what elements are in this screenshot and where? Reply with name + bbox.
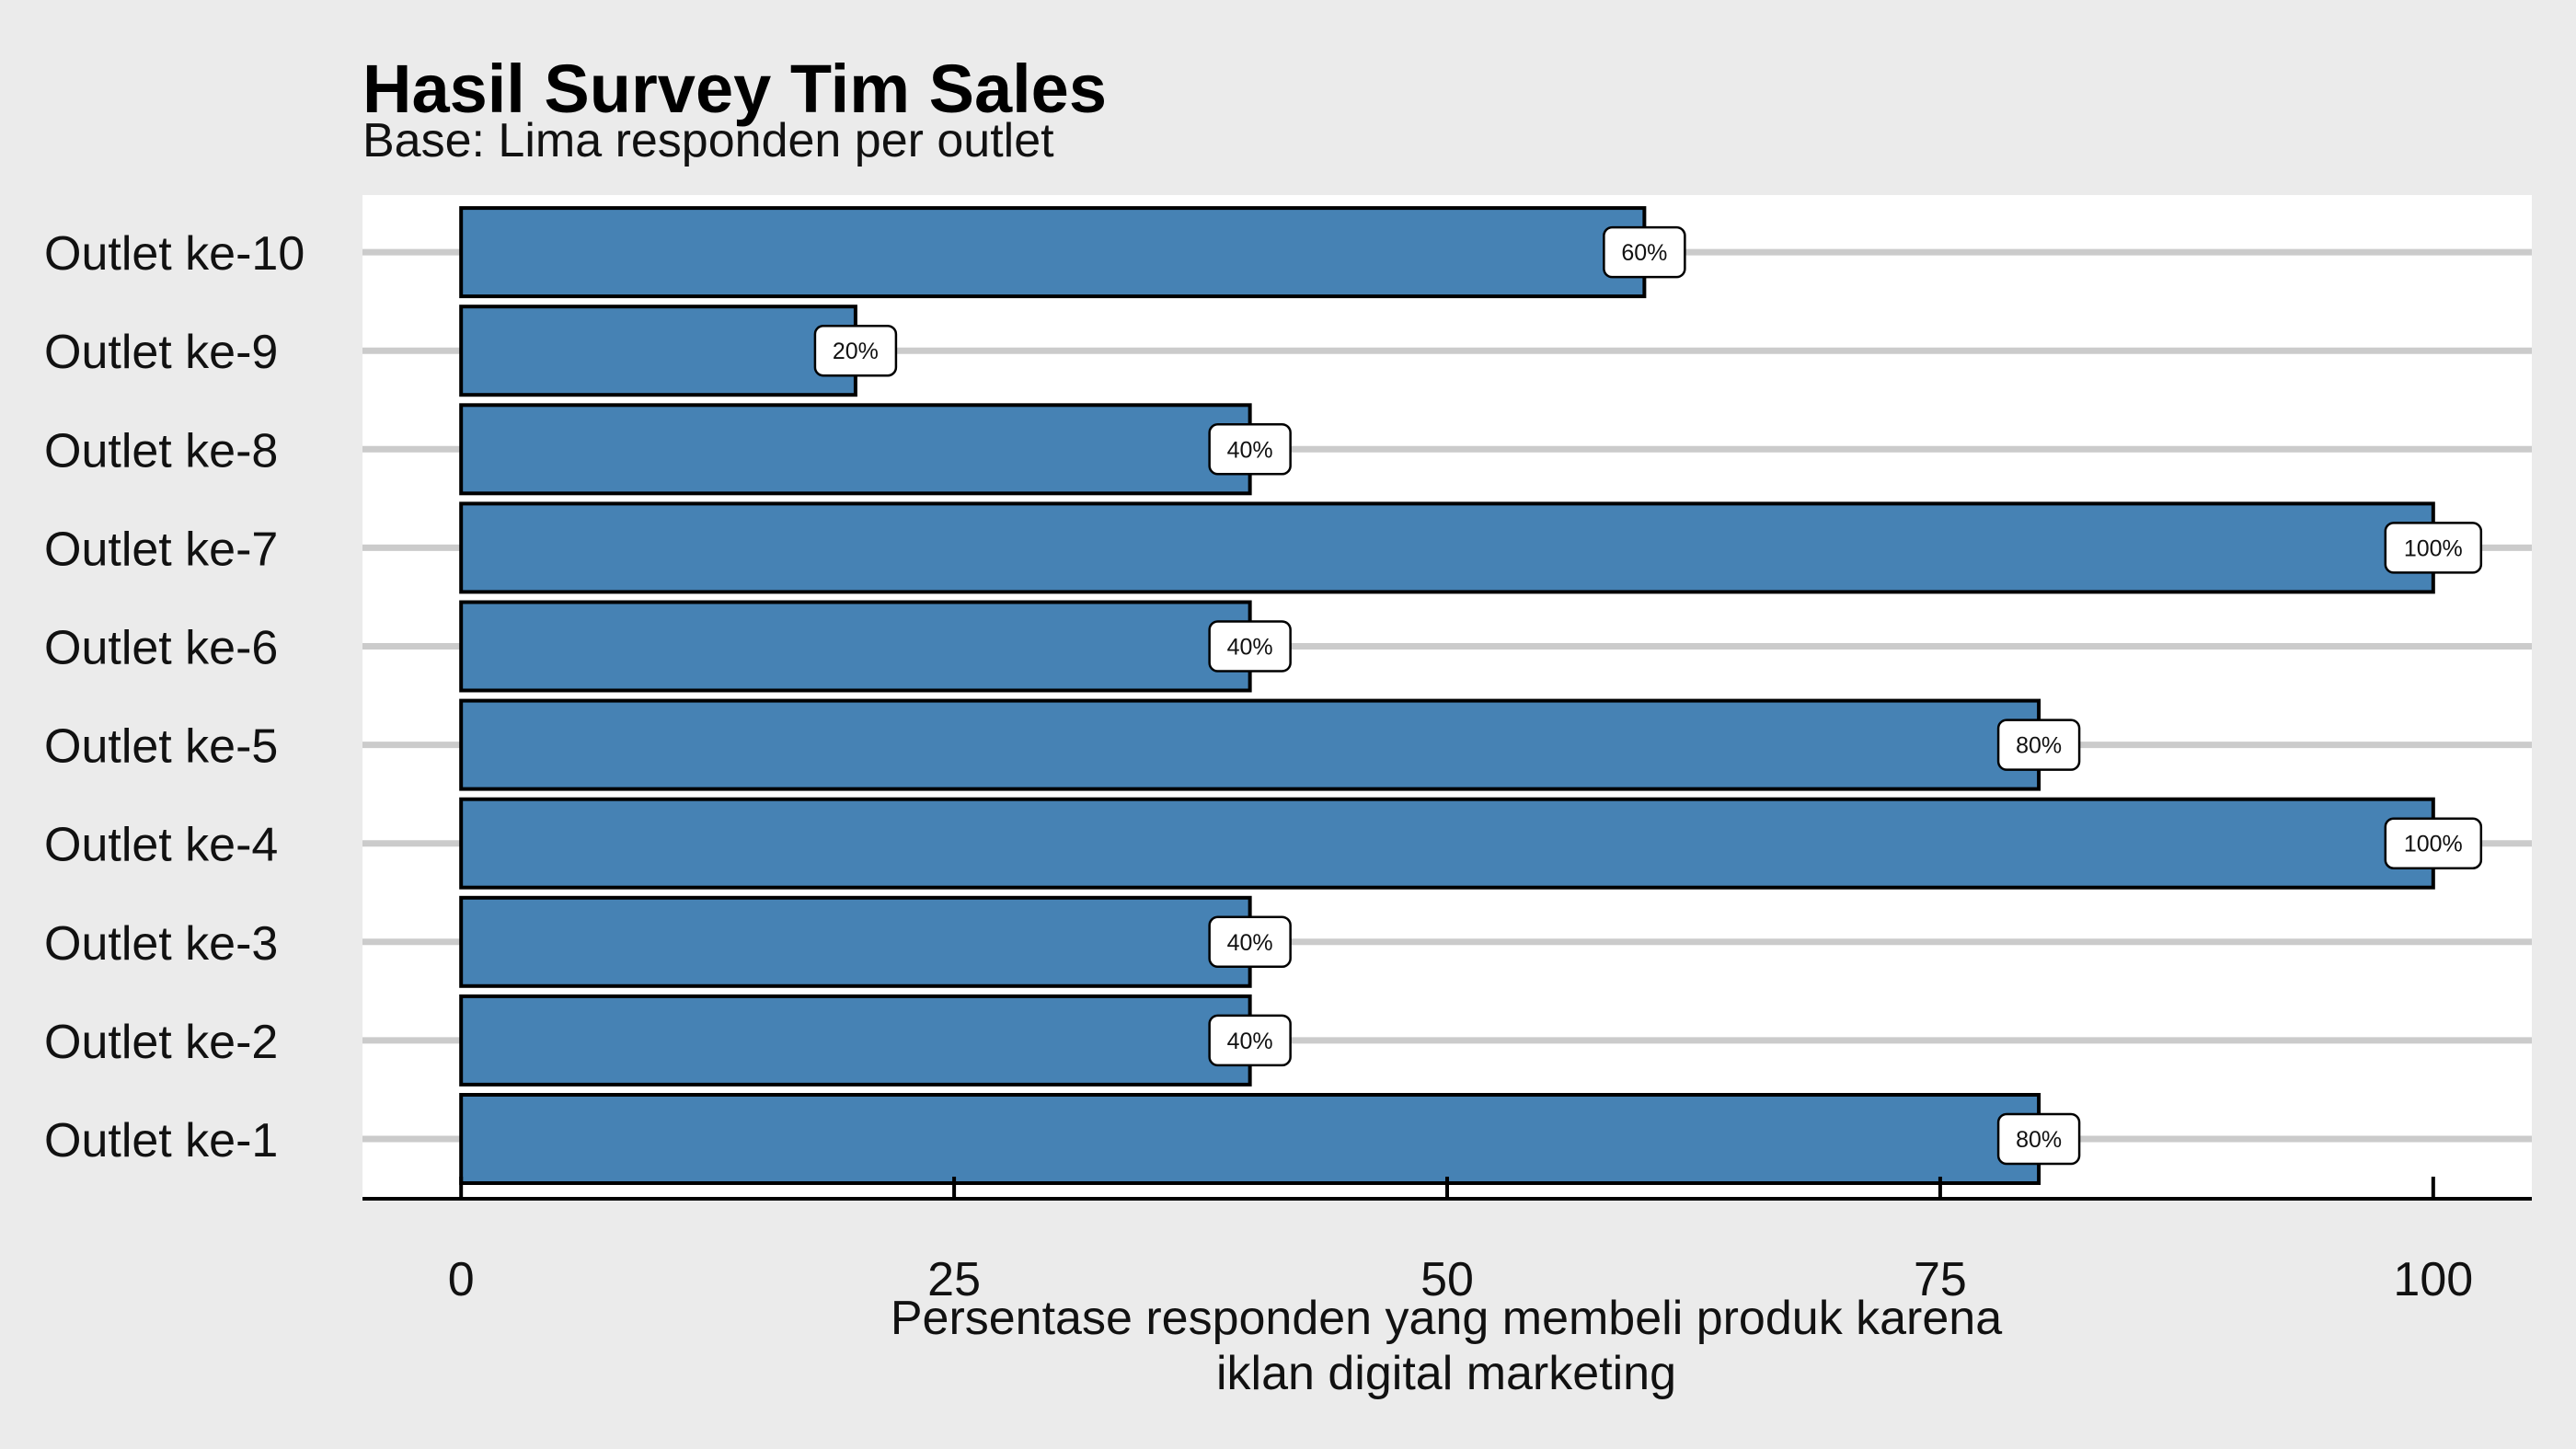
bar (459, 1093, 2041, 1185)
bar (459, 600, 1252, 693)
data-label-box (1996, 1112, 2081, 1166)
y-tick-label: Outlet ke-3 (44, 917, 278, 971)
chart-subtitle: Base: Lima responden per outlet (362, 114, 1054, 167)
data-label: 40% (1227, 635, 1273, 661)
x-tick-label: 100 (2393, 1253, 2473, 1306)
chart-title: Hasil Survey Tim Sales (362, 51, 1107, 127)
y-tick-label: Outlet ke-2 (44, 1016, 278, 1069)
data-label-box (1208, 423, 1292, 476)
x-axis-label-line-1: Persentase responden yang membeli produk… (891, 1292, 2002, 1345)
y-tick-label: Outlet ke-1 (44, 1114, 278, 1167)
y-tick-label: Outlet ke-8 (44, 424, 278, 477)
x-axis-label-line-2: iklan digital marketing (1216, 1347, 1676, 1400)
data-label: 60% (1621, 240, 1667, 266)
data-label: 100% (2404, 832, 2463, 857)
data-label: 100% (2404, 535, 2463, 561)
data-label: 80% (2016, 733, 2062, 759)
y-tick-label: Outlet ke-9 (44, 326, 278, 379)
y-axis: Outlet ke-1 Outlet ke-2 Outlet ke-3 Outlet … (44, 227, 305, 1167)
bar (459, 403, 1252, 496)
bars (459, 206, 2435, 1185)
data-label: 20% (833, 339, 879, 364)
x-axis: 0 25 50 75 100 (362, 1177, 2532, 1306)
y-tick-label: Outlet ke-6 (44, 622, 278, 675)
bar (459, 305, 857, 397)
data-label-box (1208, 915, 1292, 969)
x-tick-label: 25 (927, 1253, 981, 1306)
y-tick-label: Outlet ke-5 (44, 720, 278, 774)
y-tick-label: Outlet ke-7 (44, 523, 278, 576)
data-label-box (1208, 1014, 1292, 1067)
data-label-box (1996, 719, 2081, 771)
data-label: 40% (1227, 930, 1273, 956)
bar (459, 206, 1647, 299)
data-label: 80% (2016, 1127, 2062, 1153)
data-label-box (2384, 522, 2483, 574)
y-tick-label: Outlet ke-10 (44, 227, 305, 281)
data-label: 40% (1227, 1029, 1273, 1054)
data-label-box (2384, 817, 2483, 869)
data-labels: 80% 40% 40% 100% 80% 40% 100% 40% 20% 60% (813, 225, 2483, 1166)
bar (459, 698, 2041, 791)
data-label: 40% (1227, 437, 1273, 463)
data-label-box (1208, 620, 1292, 673)
x-tick-label: 0 (448, 1253, 475, 1306)
x-tick-label: 75 (1914, 1253, 1967, 1306)
bar (459, 895, 1252, 988)
data-label-box (813, 324, 898, 377)
y-tick-label: Outlet ke-4 (44, 819, 278, 872)
data-label-box (1603, 225, 1686, 279)
x-tick-label: 50 (1420, 1253, 1474, 1306)
bar (459, 501, 2435, 594)
bar (459, 797, 2435, 890)
bar (459, 994, 1252, 1087)
